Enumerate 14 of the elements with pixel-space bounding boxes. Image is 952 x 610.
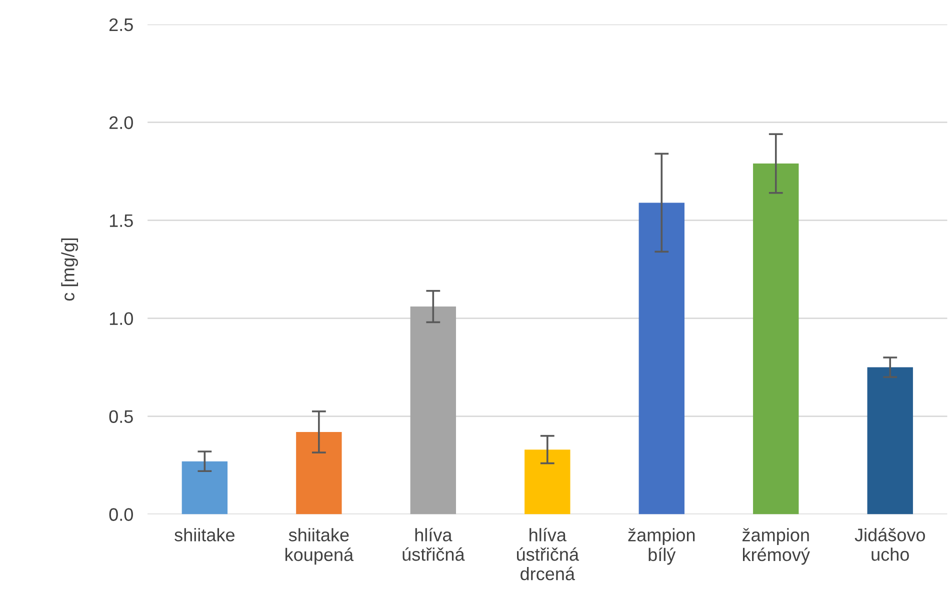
x-tick-label: žampion bílý xyxy=(628,528,695,565)
x-tick-label: hlíva ústřičná drcená xyxy=(517,528,580,580)
x-tick-label: Jidášovo ucho xyxy=(854,528,925,561)
y-axis-title: c [mg/g] xyxy=(61,238,78,301)
x-tick-label: žampion krémový xyxy=(742,528,810,565)
y-tick-label: 0.5 xyxy=(109,410,133,423)
y-tick-label: 0.0 xyxy=(109,508,133,521)
y-tick-label: 1.5 xyxy=(110,214,133,228)
y-tick-label: 1.0 xyxy=(110,312,133,326)
x-tick-label: shiitake koupená xyxy=(286,528,354,565)
y-tick-label: 2.0 xyxy=(109,116,133,130)
y-tick-label: 2.5 xyxy=(109,18,133,32)
x-tick-label: hlíva ústřičná xyxy=(402,528,465,561)
x-tick-label: shiitake xyxy=(174,528,234,542)
